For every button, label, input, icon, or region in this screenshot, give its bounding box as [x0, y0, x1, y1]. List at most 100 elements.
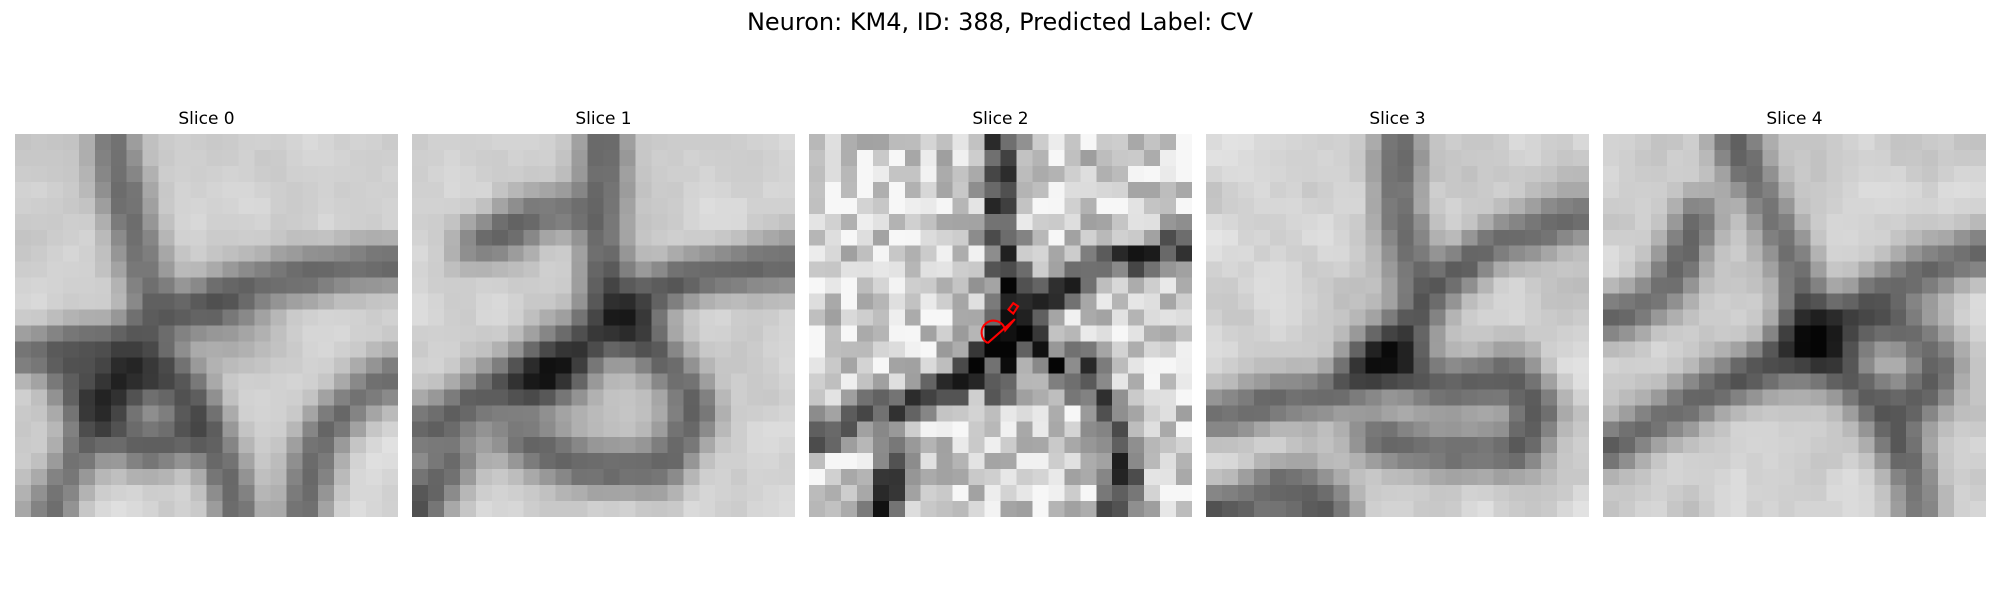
pixel: [1461, 134, 1478, 151]
pixel: [318, 389, 335, 406]
pixel: [856, 373, 874, 390]
pixel: [1064, 325, 1081, 342]
pixel: [1048, 197, 1065, 215]
pixel: [763, 277, 780, 294]
pixel: [840, 181, 858, 199]
pixel: [238, 309, 255, 326]
pixel: [1032, 373, 1049, 390]
pixel: [888, 501, 906, 517]
pixel: [94, 134, 112, 151]
pixel: [1778, 469, 1795, 486]
pixel: [936, 277, 953, 294]
pixel: [222, 134, 239, 151]
pixel: [94, 261, 112, 278]
pixel: [840, 389, 858, 406]
pixel: [715, 469, 732, 486]
pixel: [1890, 277, 1907, 294]
pixel: [1509, 357, 1526, 374]
pixel: [491, 261, 509, 278]
pixel: [920, 357, 937, 374]
pixel: [350, 134, 367, 151]
pixel: [1509, 485, 1526, 502]
pixel: [62, 437, 80, 454]
pixel: [1762, 389, 1779, 406]
pixel: [126, 485, 143, 502]
pixel: [1906, 421, 1923, 438]
pixel: [1541, 197, 1558, 215]
pixel: [382, 245, 398, 262]
pixel: [459, 309, 477, 326]
pixel: [491, 437, 509, 454]
pixel: [1970, 213, 1986, 231]
pixel: [1301, 277, 1319, 294]
pixel: [1970, 277, 1986, 294]
pixel: [1365, 261, 1382, 278]
pixel: [1890, 181, 1907, 199]
pixel: [968, 213, 985, 231]
pixel: [683, 421, 700, 438]
pixel: [1890, 261, 1907, 278]
pixel: [270, 165, 287, 183]
pixel: [1064, 421, 1081, 438]
pixel: [1810, 213, 1827, 231]
pixel: [1650, 229, 1668, 247]
pixel: [571, 485, 588, 502]
pixel: [475, 229, 493, 247]
pixel: [587, 309, 604, 326]
pixel: [126, 373, 143, 390]
pixel: [984, 421, 1001, 438]
pixel: [856, 453, 874, 470]
pixel: [1938, 373, 1955, 390]
pixel: [1096, 181, 1113, 199]
pixel: [1573, 341, 1589, 358]
pixel: [1730, 501, 1747, 517]
pixel: [190, 341, 207, 358]
pixel: [1064, 389, 1081, 406]
pixel: [523, 149, 540, 167]
pixel: [1381, 277, 1398, 294]
pixel: [1206, 181, 1223, 199]
pixel: [1573, 261, 1589, 278]
pixel: [747, 229, 764, 247]
pixel: [824, 149, 842, 167]
pixel: [126, 181, 143, 199]
pixel: [731, 197, 748, 215]
pixel: [1080, 134, 1097, 151]
pixel: [936, 181, 953, 199]
pixel: [1634, 293, 1652, 310]
pixel: [1176, 181, 1192, 199]
pixel: [382, 405, 398, 422]
pixel: [968, 134, 985, 151]
pixel: [1253, 229, 1271, 247]
pixel: [699, 373, 716, 390]
pixel: [1269, 373, 1287, 390]
pixel: [30, 309, 48, 326]
pixel: [1682, 165, 1700, 183]
pixel: [1762, 245, 1779, 262]
pixel: [840, 213, 858, 231]
pixel: [286, 437, 303, 454]
pixel: [888, 149, 906, 167]
pixel: [1810, 325, 1827, 342]
pixel: [1285, 181, 1303, 199]
pixel: [507, 213, 525, 231]
pixel: [1634, 421, 1652, 438]
pixel: [1730, 149, 1747, 167]
pixel: [110, 373, 128, 390]
pixel: [1269, 453, 1287, 470]
pixel: [1922, 229, 1939, 247]
pixel: [1810, 485, 1827, 502]
pixel: [1541, 373, 1558, 390]
pixel: [1128, 325, 1145, 342]
pixel: [1445, 437, 1462, 454]
pixel: [1842, 325, 1859, 342]
pixel: [809, 453, 826, 470]
pixel: [555, 453, 572, 470]
pixel: [747, 485, 764, 502]
pixel: [1778, 181, 1795, 199]
pixel: [1000, 485, 1017, 502]
pixel: [952, 437, 969, 454]
pixel: [763, 293, 780, 310]
pixel: [1112, 437, 1129, 454]
pixel: [1349, 197, 1366, 215]
